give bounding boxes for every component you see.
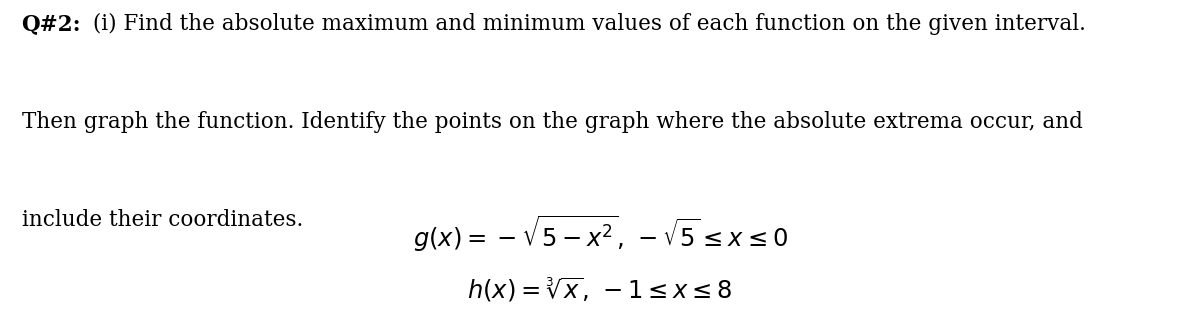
Text: $g(x) = -\sqrt{5-x^2},\,-\sqrt{5} \leq x \leq 0$: $g(x) = -\sqrt{5-x^2},\,-\sqrt{5} \leq x… [413, 213, 787, 254]
Text: Q#2:: Q#2: [22, 13, 82, 35]
Text: $h(x) = \sqrt[3]{x},\,-1 \leq x \leq 8$: $h(x) = \sqrt[3]{x},\,-1 \leq x \leq 8$ [467, 276, 733, 304]
Text: Then graph the function. Identify the points on the graph where the absolute ext: Then graph the function. Identify the po… [22, 111, 1082, 133]
Text: include their coordinates.: include their coordinates. [22, 209, 302, 231]
Text: (i) Find the absolute maximum and minimum values of each function on the given i: (i) Find the absolute maximum and minimu… [86, 13, 1086, 35]
